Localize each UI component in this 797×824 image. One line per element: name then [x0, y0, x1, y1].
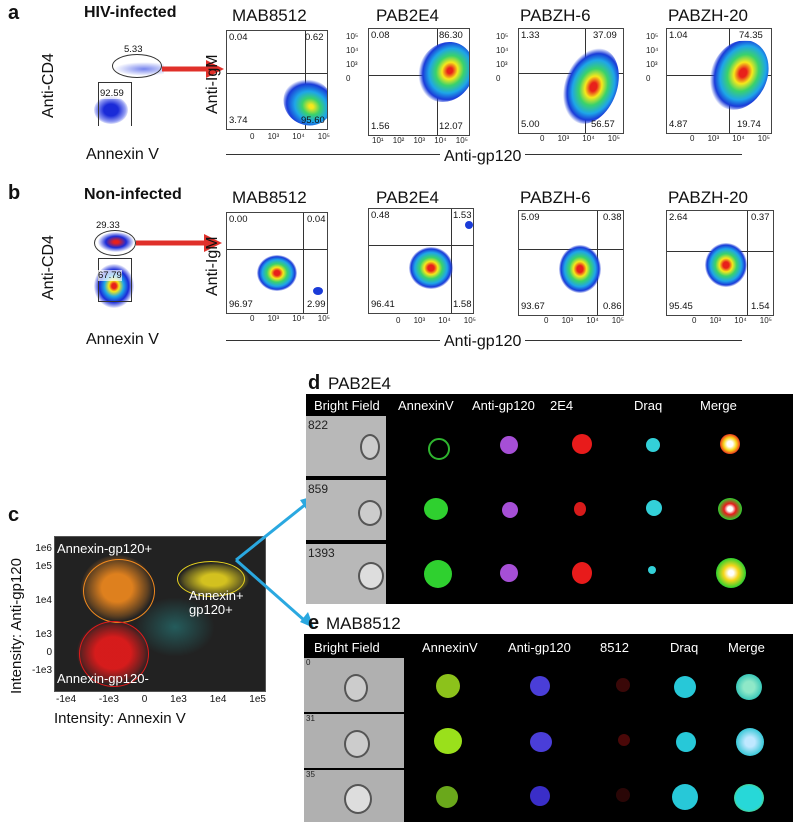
panel-c-ylabel: Intensity: Anti-gp120 — [8, 558, 25, 694]
panel-b-xticks-2: 0 10³ 10⁴ 10⁵ — [396, 316, 476, 325]
panel-c-label: c — [8, 504, 20, 526]
panel-a-xticks-4: 0 10³ 10⁴ 10⁵ — [690, 134, 770, 143]
panel-a-xlabel: Annexin V — [86, 146, 159, 163]
panel-b-plot-xlabel: Anti-gp120 — [440, 333, 526, 351]
gate-red-label: Annexin-gp120- — [57, 671, 149, 686]
panel-b-plot4: 2.64 0.37 95.45 1.54 — [666, 210, 774, 316]
panel-a-title: HIV-infected — [84, 4, 177, 21]
panel-e-image: Bright Field AnnexinV Anti-gp120 8512 Dr… — [304, 634, 793, 822]
arrow-a — [162, 60, 224, 78]
gate-upper-value-b: 29.33 — [96, 220, 120, 231]
panel-b-xlabel: Annexin V — [86, 331, 159, 348]
panel-c-yticks: 1e6 1e5 1e4 1e3 0 -1e3 — [31, 543, 52, 676]
panel-a-ylabel: Anti-CD4 — [40, 53, 57, 118]
panel-b-title: Non-infected — [84, 186, 182, 203]
gate-lower-value: 92.59 — [100, 88, 124, 99]
panel-b-plot3-title: PABZH-6 — [520, 188, 591, 207]
panel-b-plot4-title: PABZH-20 — [668, 188, 748, 207]
panel-e-label: e — [308, 612, 320, 634]
panel-d-image: Bright Field AnnexinV Anti-gp120 2E4 Dra… — [306, 394, 793, 604]
panel-b-plot1: 0.00 0.04 96.97 2.99 — [226, 212, 328, 314]
panel-b-xticks-3: 0 10³ 10⁴ 10⁵ — [544, 316, 624, 325]
gate-yellow — [177, 561, 245, 597]
gate-upper-value: 5.33 — [124, 44, 143, 55]
panel-c-scatter: Annexin-gp120+ Annexin+ gp120+ Annexin-gp… — [54, 536, 266, 692]
gate-ellipse-upper — [112, 54, 162, 78]
panel-b-plot3: 5.09 0.38 93.67 0.86 — [518, 210, 624, 316]
gate-rect-lower — [98, 82, 132, 126]
panel-a-plot3: 1.33 37.09 5.00 56.57 — [518, 28, 624, 134]
gate-orange-label: Annexin-gp120+ — [57, 541, 153, 556]
panel-d-label: d — [308, 372, 321, 394]
panel-a-plot4-title: PABZH-20 — [668, 6, 748, 25]
panel-a-yticks-3: 10⁵ 10⁴ 10³ 0 — [496, 32, 509, 83]
gate-yellow-label: Annexin+ gp120+ — [189, 588, 244, 617]
panel-c-xticks: -1e4 -1e3 0 1e3 1e4 1e5 — [56, 694, 266, 705]
gate-lower-value-b: 67.79 — [98, 270, 122, 281]
panel-b-xticks-1: 0 10³ 10⁴ 10⁵ — [250, 314, 330, 323]
gate-orange — [83, 559, 155, 623]
panel-a-plot1: 0.04 0.62 3.74 95.60 — [226, 30, 328, 130]
panel-a-yticks-4: 10⁵ 10⁴ 10³ 0 — [646, 32, 659, 83]
panel-a-plot-ylabel: Anti-IgM — [204, 54, 221, 114]
panel-a-plot4: 1.04 74.35 4.87 19.74 — [666, 28, 772, 134]
panel-a-xticks-1: 0 10³ 10⁴ 10⁵ — [250, 132, 330, 141]
panel-d-title: PAB2E4 — [328, 374, 392, 393]
panel-a-plot-xlabel: Anti-gp120 — [440, 148, 526, 166]
panel-a-plot2: 0.08 86.30 1.56 12.07 — [368, 28, 470, 136]
panel-b-plot2: 0.48 1.53 96.41 1.58 — [368, 208, 474, 314]
panel-b-plot-ylabel: Anti-IgM — [204, 236, 221, 296]
gating-plot-a: 5.33 92.59 — [80, 30, 164, 126]
arrow-b — [136, 234, 222, 252]
gate-red — [79, 621, 149, 687]
panel-b-label: b — [8, 182, 21, 204]
gate-ellipse-upper-b — [94, 230, 136, 256]
panel-a-xticks-3: 0 10³ 10⁴ 10⁵ — [540, 134, 620, 143]
gating-plot-b: 29.33 67.79 — [80, 214, 164, 310]
panel-a-label: a — [8, 2, 20, 24]
panel-a-plot3-title: PABZH-6 — [520, 6, 591, 25]
panel-c-xlabel: Intensity: Annexin V — [54, 710, 186, 727]
panel-e-title: MAB8512 — [326, 614, 401, 633]
panel-a-xticks-2: 10¹ 10² 10³ 10⁴ 10⁵ — [372, 136, 468, 145]
panel-b-ylabel: Anti-CD4 — [40, 235, 57, 300]
panel-a-yticks: 10⁵ 10⁴ 10³ 0 — [346, 32, 359, 83]
panel-b-plot1-title: MAB8512 — [232, 188, 307, 207]
panel-a-plot1-title: MAB8512 — [232, 6, 307, 25]
panel-b-plot2-title: PAB2E4 — [376, 188, 440, 207]
panel-a-plot2-title: PAB2E4 — [376, 6, 440, 25]
panel-b-xticks-4: 0 10³ 10⁴ 10⁵ — [692, 316, 772, 325]
